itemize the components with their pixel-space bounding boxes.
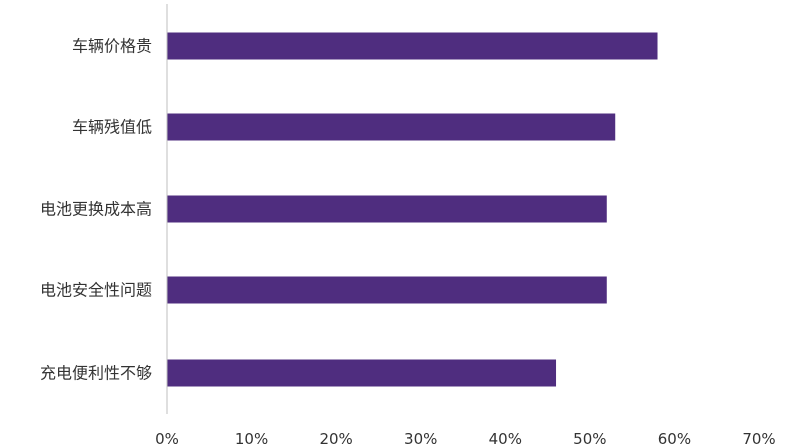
bar-1 (167, 113, 616, 141)
category-label-4: 充电便利性不够 (40, 364, 152, 383)
category-label-0: 车辆价格贵 (72, 37, 152, 56)
category-label-3: 电池安全性问题 (40, 281, 152, 300)
x-tick-label-7: 70% (742, 430, 775, 447)
x-tick-label-5: 50% (573, 430, 606, 447)
x-tick-label-0: 0% (155, 430, 179, 447)
x-tick-label-2: 20% (319, 430, 352, 447)
category-label-1: 车辆残值低 (72, 118, 152, 137)
bar-0 (167, 32, 658, 60)
x-tick-label-4: 40% (489, 430, 522, 447)
bar-3 (167, 276, 607, 304)
x-tick-labels: 0% 10% 20% 30% 40% 50% 60% 70% (155, 430, 776, 447)
bar-2 (167, 195, 607, 223)
x-tick-label-6: 60% (658, 430, 691, 447)
x-tick-label-3: 30% (404, 430, 437, 447)
x-tick-label-1: 10% (235, 430, 268, 447)
bar-4 (167, 359, 557, 387)
category-label-2: 电池更换成本高 (40, 200, 152, 219)
bars (167, 32, 658, 387)
